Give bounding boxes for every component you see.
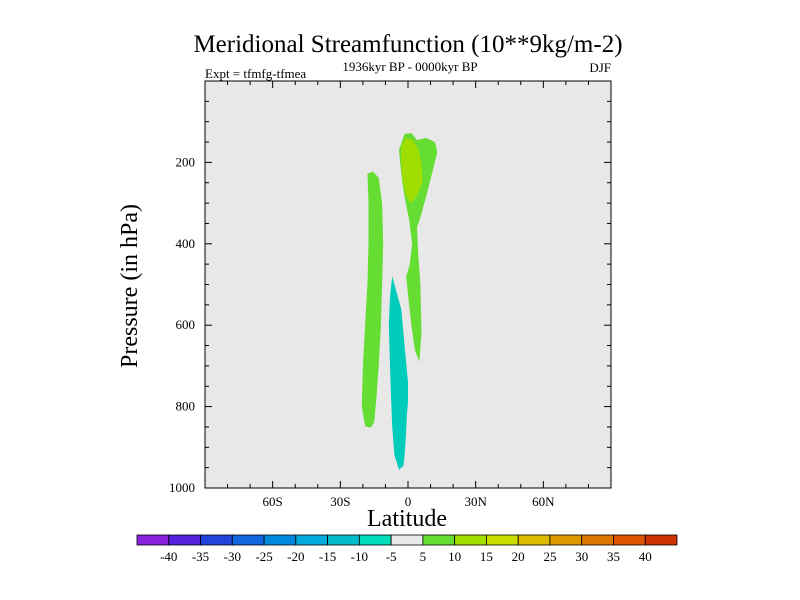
colorbar-label: 5 xyxy=(420,549,427,564)
colorbar-label: 15 xyxy=(480,549,493,564)
colorbar-box xyxy=(295,534,328,546)
colorbar-label: 25 xyxy=(543,549,556,564)
colorbar-box xyxy=(390,534,424,546)
colorbar-label: -20 xyxy=(287,549,304,564)
colorbar-box xyxy=(613,534,646,546)
colorbar-box xyxy=(168,534,201,546)
x-tick-label: 30S xyxy=(330,494,350,509)
x-tick-label: 30N xyxy=(464,494,487,509)
colorbar-label: -5 xyxy=(386,549,397,564)
chart-subtitle: 1936kyr BP - 0000kyr BP xyxy=(342,59,477,74)
colorbar-label: 10 xyxy=(448,549,461,564)
y-tick-label: 1000 xyxy=(169,480,195,495)
colorbar-label: -30 xyxy=(224,549,241,564)
x-tick-label: 60S xyxy=(263,494,283,509)
season-label: DJF xyxy=(589,60,611,75)
colorbar-box xyxy=(422,534,456,546)
x-tick-label: 60N xyxy=(532,494,555,509)
y-axis-label: Pressure (in hPa) xyxy=(117,204,143,368)
colorbar-label: 30 xyxy=(575,549,588,564)
y-tick-label: 800 xyxy=(176,399,196,414)
colorbar-box xyxy=(136,534,170,546)
x-axis-label: Latitude xyxy=(367,506,447,532)
y-tick-label: 200 xyxy=(176,154,196,169)
colorbar-box xyxy=(327,534,360,546)
experiment-label: Expt = tfmfg-tfmea xyxy=(205,66,306,81)
colorbar-label: -15 xyxy=(319,549,336,564)
colorbar-label: -35 xyxy=(192,549,209,564)
x-tick-label: 0 xyxy=(405,494,412,509)
colorbar-box xyxy=(581,534,614,546)
colorbar-box xyxy=(454,534,487,546)
colorbar-box xyxy=(549,534,583,546)
colorbar-box xyxy=(231,534,265,546)
contour-region-positive-band-south xyxy=(361,171,384,428)
contour-region-negative-band xyxy=(388,276,408,470)
colorbar-box xyxy=(263,534,297,546)
colorbar-label: -10 xyxy=(351,549,368,564)
contour-region-positive-core xyxy=(401,138,423,204)
colorbar-label: 20 xyxy=(512,549,525,564)
colorbar-box xyxy=(644,534,678,546)
colorbar: -40 -35 -30 -25 -20 -15 -10 -5 5 10 15 20 25 30 35 40 xyxy=(136,534,678,564)
axes: 60S 30S 0 30N 60N 200 400 600 800 1000 xyxy=(169,81,611,509)
colorbar-label: -25 xyxy=(255,549,272,564)
colorbar-label: 40 xyxy=(639,549,652,564)
colorbar-box xyxy=(358,534,392,546)
y-tick-label: 600 xyxy=(176,317,196,332)
colorbar-box xyxy=(517,534,551,546)
colorbar-label: -40 xyxy=(160,549,177,564)
y-tick-label: 400 xyxy=(176,236,196,251)
contour-regions xyxy=(361,133,438,470)
chart-title: Meridional Streamfunction (10**9kg/m-2) xyxy=(193,31,622,58)
colorbar-box xyxy=(486,534,519,546)
colorbar-box xyxy=(200,534,233,546)
colorbar-label: 35 xyxy=(607,549,620,564)
